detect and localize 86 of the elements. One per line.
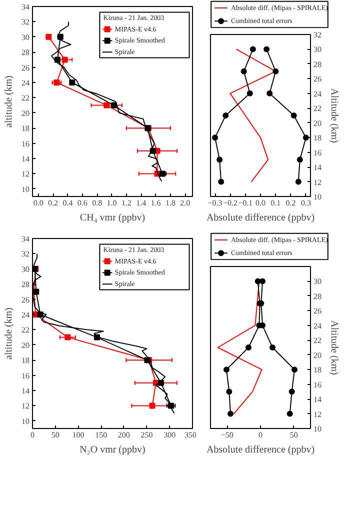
y-axis-title: altitude (km) xyxy=(4,76,14,128)
y2-tick-label: 14 xyxy=(314,163,322,172)
y2-tick-label: 30 xyxy=(314,45,322,54)
y2-tick-label: 24 xyxy=(314,89,322,98)
y-tick-label: 16 xyxy=(22,371,30,380)
x-tick-label: −0.2 xyxy=(222,198,238,208)
x-tick-label: −0.3 xyxy=(208,198,222,208)
y2-tick-label: 20 xyxy=(314,118,322,128)
y2-tick-label: 22 xyxy=(314,104,322,114)
y2-tick-label: 24 xyxy=(314,321,322,330)
y-tick-label: 10 xyxy=(22,184,30,194)
x-tick-label: 350 xyxy=(184,430,196,440)
y2-tick-label: 28 xyxy=(314,60,322,69)
x-tick-label: 0.2 xyxy=(48,198,58,208)
x-tick-label: 0.1 xyxy=(270,198,281,208)
y-tick-label: 20 xyxy=(22,108,30,118)
y-tick-label: 30 xyxy=(22,264,30,274)
y2-tick-label: 16 xyxy=(314,380,322,390)
y2-tick-label: 20 xyxy=(314,350,322,360)
y2-tick-label: 32 xyxy=(314,30,322,40)
x-tick-label: 0 xyxy=(30,430,34,440)
y2-tick-label: 30 xyxy=(314,277,322,286)
y2-tick-label: 22 xyxy=(314,336,322,346)
y-tick-label: 18 xyxy=(22,356,30,366)
x-axis-title: CH₄ vmr (ppbv) xyxy=(80,212,146,224)
y-tick-label: 30 xyxy=(22,32,30,42)
x-tick-label: 1.2 xyxy=(121,198,132,208)
y2-tick-label: 28 xyxy=(314,292,322,301)
y-tick-label: 26 xyxy=(22,295,30,304)
y2-axis-title: Altitude (km) xyxy=(328,320,340,375)
y-tick-label: 24 xyxy=(22,78,30,88)
x-tick-label: 1.4 xyxy=(136,198,146,208)
x-tick-label: 250 xyxy=(140,430,153,440)
y-tick-label: 22 xyxy=(22,94,30,103)
y-tick-label: 10 xyxy=(22,416,30,426)
x-tick-label: 0.2 xyxy=(286,198,296,208)
y-tick-label: 34 xyxy=(22,234,30,244)
x-tick-label: 200 xyxy=(118,430,130,440)
x-axis-title: N₂O vmr (ppbv) xyxy=(80,444,146,456)
x-tick-label: 1.6 xyxy=(150,198,161,208)
y2-axis-title: Altitude (km) xyxy=(328,88,340,143)
y-tick-label: 12 xyxy=(22,402,30,411)
y-tick-label: 18 xyxy=(22,124,30,134)
x-tick-label: 300 xyxy=(164,430,176,440)
y-tick-label: 16 xyxy=(22,139,30,148)
x-tick-label: 150 xyxy=(95,430,108,440)
x-tick-label: 50 xyxy=(51,430,60,440)
y-tick-label: 32 xyxy=(22,18,30,27)
x-axis-title: Absolute difference (ppbv) xyxy=(206,212,315,224)
y-tick-label: 28 xyxy=(22,48,30,58)
y-tick-label: 24 xyxy=(22,310,30,320)
y2-tick-label: 12 xyxy=(314,410,322,419)
y-tick-label: 14 xyxy=(22,386,30,396)
y-axis-title: altitude (km) xyxy=(4,308,14,360)
x-tick-label: 2.0 xyxy=(180,198,190,208)
y-tick-label: 14 xyxy=(22,154,30,164)
y-tick-label: 22 xyxy=(22,326,30,335)
y2-tick-label: 12 xyxy=(314,178,322,187)
y2-tick-label: 10 xyxy=(314,424,322,434)
y-tick-label: 28 xyxy=(22,280,30,290)
x-tick-label: 0.6 xyxy=(77,198,88,208)
x-tick-label: 0.8 xyxy=(92,198,102,208)
x-axis-title: Absolute difference (ppbv) xyxy=(206,444,315,456)
x-tick-label: 0 xyxy=(258,430,262,440)
x-tick-label: 1.0 xyxy=(106,198,117,208)
y2-tick-label: 18 xyxy=(314,134,322,143)
y2-tick-label: 26 xyxy=(314,74,322,84)
x-tick-label: 0.0 xyxy=(33,198,44,208)
y-tick-label: 26 xyxy=(22,63,30,72)
x-tick-label: 1.8 xyxy=(165,198,176,208)
y2-tick-label: 10 xyxy=(314,192,322,202)
y-tick-label: 32 xyxy=(22,250,30,259)
x-tick-label: 0.4 xyxy=(62,198,73,208)
y-tick-label: 12 xyxy=(22,170,30,179)
y2-tick-label: 18 xyxy=(314,366,322,375)
x-tick-label: 50 xyxy=(290,430,298,440)
y-tick-label: 20 xyxy=(22,340,30,350)
x-tick-label: −50 xyxy=(220,430,234,440)
x-tick-label: −0.1 xyxy=(238,198,253,208)
x-tick-label: 0.0 xyxy=(256,198,266,208)
y-tick-label: 34 xyxy=(22,2,30,12)
x-tick-label: 100 xyxy=(72,430,84,440)
y2-tick-label: 16 xyxy=(314,148,322,158)
x-tick-label: 0.3 xyxy=(300,198,311,208)
y2-tick-label: 26 xyxy=(314,306,322,316)
y2-tick-label: 14 xyxy=(314,395,322,404)
